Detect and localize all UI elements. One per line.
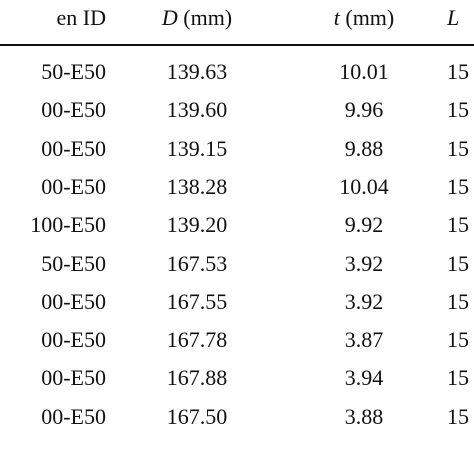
table-cell: 3.87 [344,327,384,353]
table-cell: 167.88 [166,365,228,391]
header-cell: D (mm) [162,5,232,31]
header-unit: (mm) [345,5,395,30]
table-cell: 9.92 [344,212,384,238]
table-cell: 167.55 [166,288,228,314]
header-symbol: t [333,5,340,30]
table-cell: 15 [447,403,469,429]
table-cell: 15 [447,97,469,123]
table-cell: 139.63 [166,59,228,84]
specimen-id: 00-E50 [41,365,106,391]
table-cell: 3.92 [344,250,384,276]
header-symbol: D [161,5,178,30]
header-cell: t (mm) [334,5,395,31]
table-cell: 3.94 [344,365,384,391]
specimen-id: 50-E50 [41,59,106,84]
header-cell: L [447,5,459,31]
header-rule [0,44,474,46]
table-cell: 9.88 [344,135,384,161]
table-cell: 139.20 [166,212,228,238]
specimen-id: 00-E50 [41,288,106,314]
table-cell: 3.88 [344,403,384,429]
specimen-id: 00-E50 [41,173,106,199]
specimen-id: 00-E50 [41,403,106,429]
table-cell: 3.92 [344,288,384,314]
table-cell: 139.15 [166,135,228,161]
table-cell: 15 [447,288,469,314]
table-cell: 10.01 [339,59,389,84]
table-cell: 15 [447,250,469,276]
header-symbol: en ID [56,5,106,30]
table-cell: 167.78 [166,327,228,353]
specimen-id: 00-E50 [41,327,106,353]
table-cell: 139.60 [166,97,228,123]
header-symbol: L [447,5,460,30]
table-cell: 15 [447,212,469,238]
table-cell: 15 [447,365,469,391]
header-unit: (mm) [183,5,233,30]
table-cell: 15 [447,327,469,353]
table-cell: 138.28 [166,173,228,199]
specimen-id: 00-E50 [41,135,106,161]
table-cell: 15 [447,135,469,161]
header-cell: en ID [57,5,106,31]
table-cell: 15 [447,59,469,84]
table-cell: 167.53 [166,250,228,276]
table-cell: 167.50 [166,403,228,429]
table-cell: 10.04 [339,173,389,199]
specimen-id: 50-E50 [41,250,106,276]
specimen-id: 00-E50 [41,97,106,123]
specimen-id: 100-E50 [30,212,106,238]
table-cell: 9.96 [344,97,384,123]
table-cell: 15 [447,173,469,199]
